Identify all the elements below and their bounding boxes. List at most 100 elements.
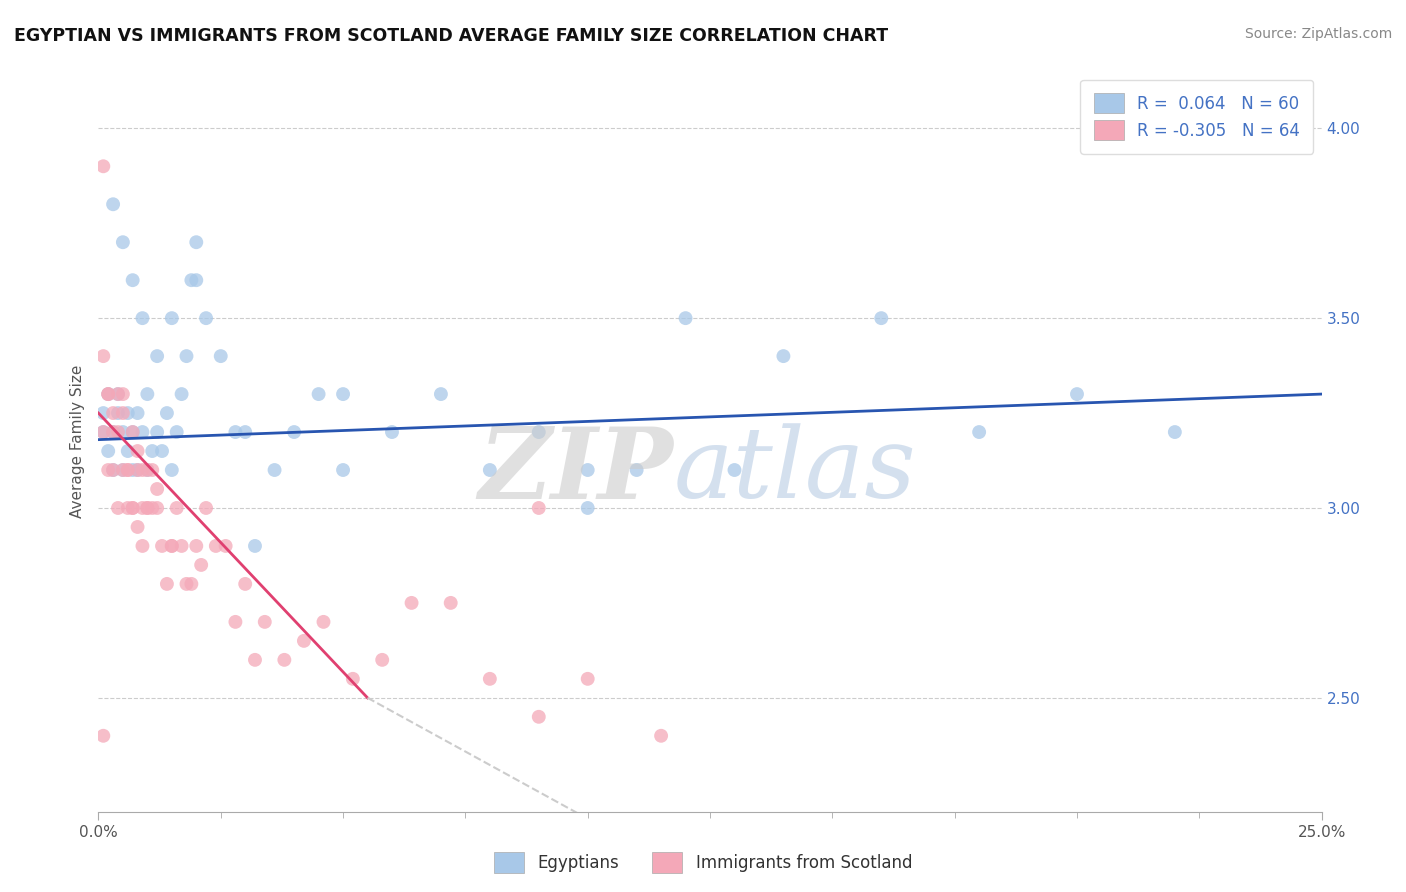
Point [101, 406, 124, 420]
Point [127, 520, 149, 534]
Point [170, 539, 193, 553]
Point [127, 463, 149, 477]
Point [136, 387, 159, 401]
Point [176, 577, 198, 591]
Point [576, 463, 599, 477]
Point [121, 500, 143, 515]
Point [117, 463, 139, 477]
Point [136, 463, 159, 477]
Point [111, 425, 134, 439]
Point [214, 539, 236, 553]
Point [292, 633, 315, 648]
Point [150, 539, 173, 553]
Point [195, 500, 218, 515]
Point [117, 406, 139, 420]
Point [107, 387, 129, 401]
Legend: R =  0.064   N = 60, R = -0.305   N = 64: R = 0.064 N = 60, R = -0.305 N = 64 [1080, 79, 1313, 153]
Point [195, 311, 218, 326]
Point [121, 463, 143, 477]
Point [527, 425, 550, 439]
Point [186, 539, 208, 553]
Point [527, 500, 550, 515]
Point [160, 539, 183, 553]
Point [136, 500, 159, 515]
Point [107, 387, 129, 401]
Point [91, 425, 114, 439]
Point [576, 672, 599, 686]
Point [91, 349, 114, 363]
Point [97, 463, 120, 477]
Point [91, 159, 114, 173]
Point [141, 463, 163, 477]
Point [160, 311, 183, 326]
Point [650, 729, 672, 743]
Point [107, 500, 129, 515]
Point [342, 672, 364, 686]
Point [131, 539, 153, 553]
Point [127, 406, 149, 420]
Point [101, 197, 124, 211]
Point [186, 235, 208, 250]
Point [141, 444, 163, 458]
Point [146, 349, 169, 363]
Point [1066, 387, 1088, 401]
Point [127, 463, 149, 477]
Point [97, 387, 120, 401]
Point [243, 539, 266, 553]
Point [332, 387, 354, 401]
Point [283, 425, 305, 439]
Point [97, 387, 120, 401]
Point [111, 406, 134, 420]
Text: ZIP: ZIP [478, 423, 673, 519]
Point [127, 444, 149, 458]
Point [166, 425, 188, 439]
Point [478, 672, 501, 686]
Point [131, 500, 153, 515]
Point [136, 500, 159, 515]
Point [312, 615, 335, 629]
Point [381, 425, 404, 439]
Point [146, 482, 169, 496]
Point [146, 500, 169, 515]
Point [156, 577, 179, 591]
Point [440, 596, 463, 610]
Point [97, 387, 120, 401]
Point [101, 425, 124, 439]
Point [117, 444, 139, 458]
Point [243, 653, 266, 667]
Point [131, 425, 153, 439]
Point [111, 463, 134, 477]
Point [160, 463, 183, 477]
Point [107, 406, 129, 420]
Legend: Egyptians, Immigrants from Scotland: Egyptians, Immigrants from Scotland [488, 846, 918, 880]
Point [107, 425, 129, 439]
Point [141, 500, 163, 515]
Point [146, 425, 169, 439]
Point [136, 463, 159, 477]
Text: EGYPTIAN VS IMMIGRANTS FROM SCOTLAND AVERAGE FAMILY SIZE CORRELATION CHART: EGYPTIAN VS IMMIGRANTS FROM SCOTLAND AVE… [14, 27, 889, 45]
Point [371, 653, 394, 667]
Point [723, 463, 745, 477]
Point [772, 349, 794, 363]
Point [186, 273, 208, 287]
Point [233, 425, 256, 439]
Text: Source: ZipAtlas.com: Source: ZipAtlas.com [1244, 27, 1392, 41]
Point [176, 349, 198, 363]
Point [233, 577, 256, 591]
Point [430, 387, 453, 401]
Point [263, 463, 285, 477]
Point [111, 463, 134, 477]
Point [401, 596, 423, 610]
Point [527, 710, 550, 724]
Point [117, 463, 139, 477]
Point [253, 615, 276, 629]
Point [121, 273, 143, 287]
Point [121, 425, 143, 439]
Point [131, 463, 153, 477]
Point [1164, 425, 1187, 439]
Point [150, 444, 173, 458]
Point [273, 653, 295, 667]
Point [209, 349, 232, 363]
Point [91, 406, 114, 420]
Point [160, 539, 183, 553]
